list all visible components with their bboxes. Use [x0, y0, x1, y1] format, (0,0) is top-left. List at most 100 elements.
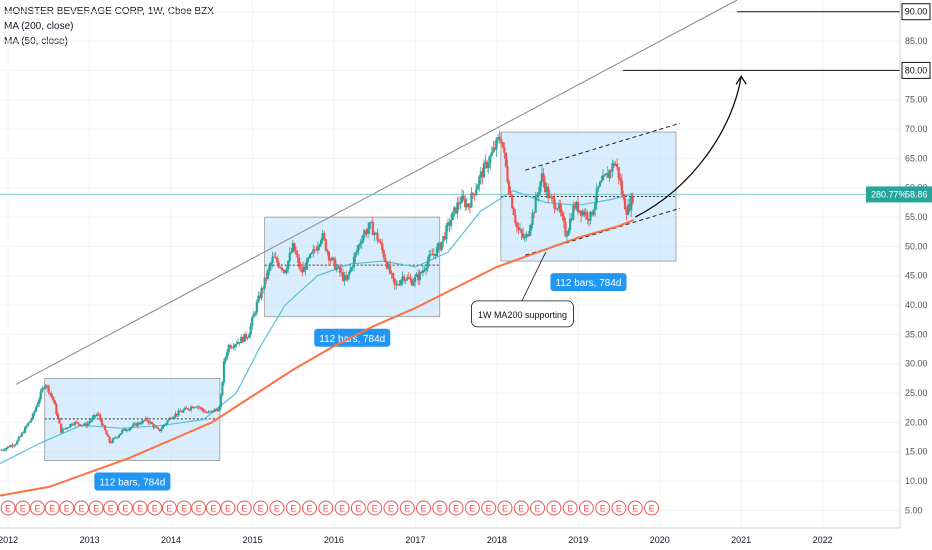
candle-body [194, 406, 197, 408]
candle-body [323, 233, 326, 240]
candle-body [186, 408, 190, 410]
candle-body [67, 427, 71, 428]
candle-body [617, 167, 620, 178]
candle-body [547, 186, 550, 199]
candle-body [180, 411, 183, 413]
candle-body [89, 420, 92, 422]
candle-body [622, 193, 625, 199]
candle-body [153, 426, 157, 428]
candle-body [482, 163, 486, 178]
candle-body [334, 258, 337, 270]
target-price-label: 80.00 [905, 65, 928, 75]
earnings-marker [88, 500, 104, 516]
candle-body [105, 430, 108, 435]
candle-body [238, 342, 241, 344]
candle-body [420, 272, 423, 273]
candle-body [74, 421, 77, 425]
candle-body [116, 437, 119, 439]
candle-body [280, 267, 284, 271]
earnings-label: E [5, 504, 11, 514]
candle-body [517, 227, 520, 230]
candle-body [578, 210, 581, 213]
earnings-label: E [567, 504, 573, 514]
candle-body [548, 196, 551, 199]
candle-body [31, 413, 34, 419]
x-tick-label: 2016 [324, 535, 344, 545]
candle-body [406, 277, 409, 280]
candle-body [424, 268, 428, 271]
earnings-label: E [632, 504, 638, 514]
earnings-marker [627, 500, 643, 516]
candle-body [625, 209, 628, 215]
x-tick-label: 2020 [650, 535, 670, 545]
candle-body [514, 214, 517, 223]
candle-body [390, 273, 393, 274]
candle-body [199, 407, 202, 409]
y-tick-label: 55.00 [905, 212, 928, 222]
y-tick-label: 35.00 [905, 329, 928, 339]
candle-body [595, 188, 598, 203]
earnings-marker [236, 500, 252, 516]
candle-body [356, 249, 359, 253]
candle-body [529, 224, 533, 231]
x-tick-label: 2022 [813, 535, 833, 545]
candle-body [345, 275, 348, 281]
earnings-label: E [551, 504, 557, 514]
candle-body [164, 423, 168, 425]
candle-body [468, 206, 471, 208]
candle-body [619, 177, 622, 181]
candle-body [149, 422, 152, 424]
earnings-marker [367, 500, 383, 516]
candle-body [168, 418, 171, 421]
candle-body [498, 137, 501, 140]
candle-body [160, 428, 163, 432]
y-tick-label: 20.00 [905, 417, 928, 427]
candle-body [249, 326, 252, 336]
target-price-label: 90.00 [905, 7, 928, 17]
candle-body [606, 173, 609, 178]
candle-body [310, 252, 313, 254]
candle-body [177, 410, 180, 416]
candle-body [418, 272, 421, 281]
candle-body [628, 204, 631, 211]
candle-body [296, 254, 299, 258]
candle-body [299, 267, 302, 269]
candle-body [139, 423, 143, 425]
candle-body [191, 406, 194, 409]
candle-body [626, 204, 630, 215]
candle-body [294, 250, 298, 255]
candle-body [254, 312, 257, 314]
x-axis-bg [0, 528, 932, 550]
candle-body [605, 173, 608, 175]
candle-body [313, 249, 316, 251]
candle-body [155, 426, 158, 428]
candle-body [377, 240, 381, 242]
candle-body [316, 246, 320, 251]
candle-body [565, 235, 569, 237]
candle-body [573, 205, 576, 209]
candle-body [553, 198, 556, 209]
earnings-label: E [404, 504, 410, 514]
candle-body [14, 444, 17, 446]
candle-body [365, 230, 368, 234]
candle-body [25, 425, 28, 428]
candle-body [42, 387, 45, 389]
candle-body [598, 182, 601, 187]
candle-body [479, 171, 482, 177]
candle-body [171, 418, 174, 420]
candle-body [50, 393, 53, 397]
candle-body [83, 423, 86, 425]
candle-body [478, 176, 481, 186]
candle-body [385, 261, 388, 269]
candle-body [157, 427, 160, 430]
candle-body [522, 233, 525, 238]
candle-body [616, 163, 619, 168]
earnings-label: E [388, 504, 394, 514]
earnings-marker [611, 500, 627, 516]
candle-body [202, 409, 205, 412]
earnings-marker [432, 500, 448, 516]
candle-body [92, 415, 96, 418]
candle-body [446, 222, 450, 226]
